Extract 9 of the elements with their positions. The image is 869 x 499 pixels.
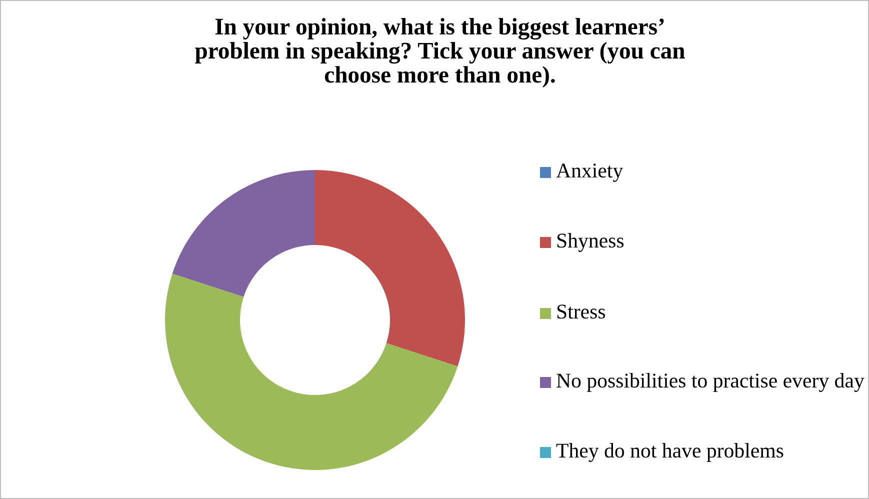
donut-slice	[172, 170, 315, 297]
legend-label: Shyness	[557, 233, 624, 252]
donut-slice	[315, 170, 465, 366]
legend-label: No possibilities to practise every day	[556, 373, 864, 392]
legend-label: They do not have problems	[556, 443, 784, 462]
legend-label: Stress	[557, 304, 606, 319]
chart-title: In your opinion, what is the biggest learners’ problem in speaking? Tick your answer (you can choose more than one).	[195, 18, 685, 88]
donut-slice	[165, 274, 458, 470]
legend-label: Anxiety	[556, 164, 624, 182]
